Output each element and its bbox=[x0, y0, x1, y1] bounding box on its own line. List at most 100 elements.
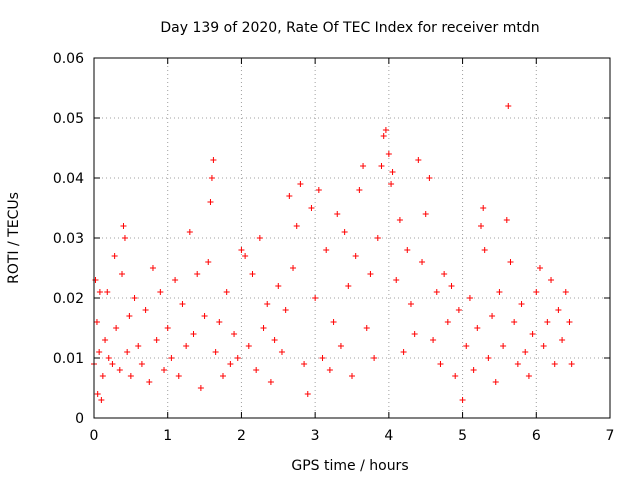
data-point bbox=[430, 337, 437, 343]
data-point bbox=[485, 355, 492, 361]
data-point bbox=[146, 379, 153, 385]
data-point bbox=[282, 307, 289, 313]
data-point bbox=[201, 313, 208, 319]
data-point bbox=[271, 337, 278, 343]
data-point bbox=[179, 301, 186, 307]
data-point bbox=[164, 325, 171, 331]
data-point bbox=[533, 289, 540, 295]
data-point bbox=[275, 283, 282, 289]
data-point bbox=[297, 181, 304, 187]
data-point bbox=[172, 277, 179, 283]
data-point bbox=[356, 187, 363, 193]
data-point bbox=[500, 343, 507, 349]
data-point bbox=[142, 307, 149, 313]
data-point bbox=[478, 223, 484, 229]
y-tick-label: 0 bbox=[75, 411, 84, 427]
data-point bbox=[466, 295, 473, 301]
data-point bbox=[496, 289, 503, 295]
data-point bbox=[452, 373, 459, 379]
x-tick-labels: 0 1 2 3 4 5 6 7 bbox=[90, 428, 615, 444]
data-point bbox=[208, 175, 215, 181]
data-point bbox=[559, 337, 566, 343]
data-point bbox=[415, 157, 422, 163]
data-point bbox=[220, 373, 226, 379]
y-axis-title: ROTI / TECUs bbox=[6, 192, 22, 284]
data-point bbox=[94, 391, 101, 397]
data-point bbox=[522, 349, 529, 355]
data-point bbox=[194, 271, 201, 277]
data-point bbox=[566, 319, 573, 325]
data-point bbox=[264, 301, 271, 307]
data-point bbox=[505, 103, 512, 109]
data-point bbox=[308, 205, 315, 211]
data-point bbox=[267, 379, 274, 385]
data-point bbox=[382, 127, 389, 133]
data-point bbox=[121, 235, 128, 241]
data-point bbox=[153, 337, 160, 343]
x-tick-label: 4 bbox=[384, 428, 393, 444]
data-point bbox=[242, 253, 249, 259]
y-tick-label: 0.04 bbox=[53, 171, 84, 187]
x-tick-label: 1 bbox=[163, 428, 172, 444]
data-point bbox=[426, 175, 433, 181]
x-tick-label: 6 bbox=[532, 428, 541, 444]
data-point bbox=[290, 265, 297, 271]
data-point bbox=[210, 157, 217, 163]
data-point bbox=[124, 349, 131, 355]
data-point bbox=[126, 313, 133, 319]
data-points bbox=[91, 103, 575, 403]
data-point bbox=[441, 271, 448, 277]
data-point bbox=[286, 193, 293, 199]
data-point bbox=[459, 397, 466, 403]
data-point bbox=[536, 265, 543, 271]
data-point bbox=[190, 331, 197, 337]
data-point bbox=[518, 301, 525, 307]
data-point bbox=[98, 397, 105, 403]
data-point bbox=[104, 289, 111, 295]
data-point bbox=[388, 181, 395, 187]
data-point bbox=[529, 331, 536, 337]
data-point bbox=[389, 169, 396, 175]
data-point bbox=[548, 277, 555, 283]
data-point bbox=[481, 247, 488, 253]
data-point bbox=[562, 289, 569, 295]
data-point bbox=[234, 355, 241, 361]
data-point bbox=[111, 253, 118, 259]
data-point bbox=[216, 319, 223, 325]
data-point bbox=[168, 355, 175, 361]
data-point bbox=[511, 319, 518, 325]
data-point bbox=[138, 361, 145, 367]
data-point bbox=[422, 211, 429, 217]
x-tick-label: 0 bbox=[90, 428, 99, 444]
data-point bbox=[419, 259, 426, 265]
data-point bbox=[315, 187, 322, 193]
data-point bbox=[249, 271, 256, 277]
data-point bbox=[96, 289, 103, 295]
data-point bbox=[374, 235, 381, 241]
y-tick-label: 0.05 bbox=[53, 111, 84, 127]
data-point bbox=[367, 271, 374, 277]
y-tick-label: 0.02 bbox=[53, 291, 84, 307]
data-point bbox=[455, 307, 462, 313]
data-point bbox=[540, 343, 547, 349]
data-point bbox=[93, 319, 100, 325]
data-point bbox=[175, 373, 182, 379]
data-point bbox=[260, 325, 267, 331]
data-point bbox=[256, 235, 263, 241]
data-point bbox=[197, 385, 204, 391]
data-point bbox=[312, 295, 319, 301]
data-point bbox=[400, 349, 407, 355]
data-point bbox=[205, 259, 212, 265]
data-point bbox=[157, 289, 164, 295]
x-tick-label: 5 bbox=[458, 428, 467, 444]
data-point bbox=[301, 361, 308, 367]
data-point bbox=[411, 331, 418, 337]
data-point bbox=[360, 163, 367, 169]
data-point bbox=[253, 367, 260, 373]
data-point bbox=[304, 391, 311, 397]
data-point bbox=[371, 355, 378, 361]
data-point bbox=[116, 367, 123, 373]
data-point bbox=[319, 355, 326, 361]
y-tick-labels: 0 0.01 0.02 0.03 0.04 0.05 0.06 bbox=[53, 51, 84, 427]
